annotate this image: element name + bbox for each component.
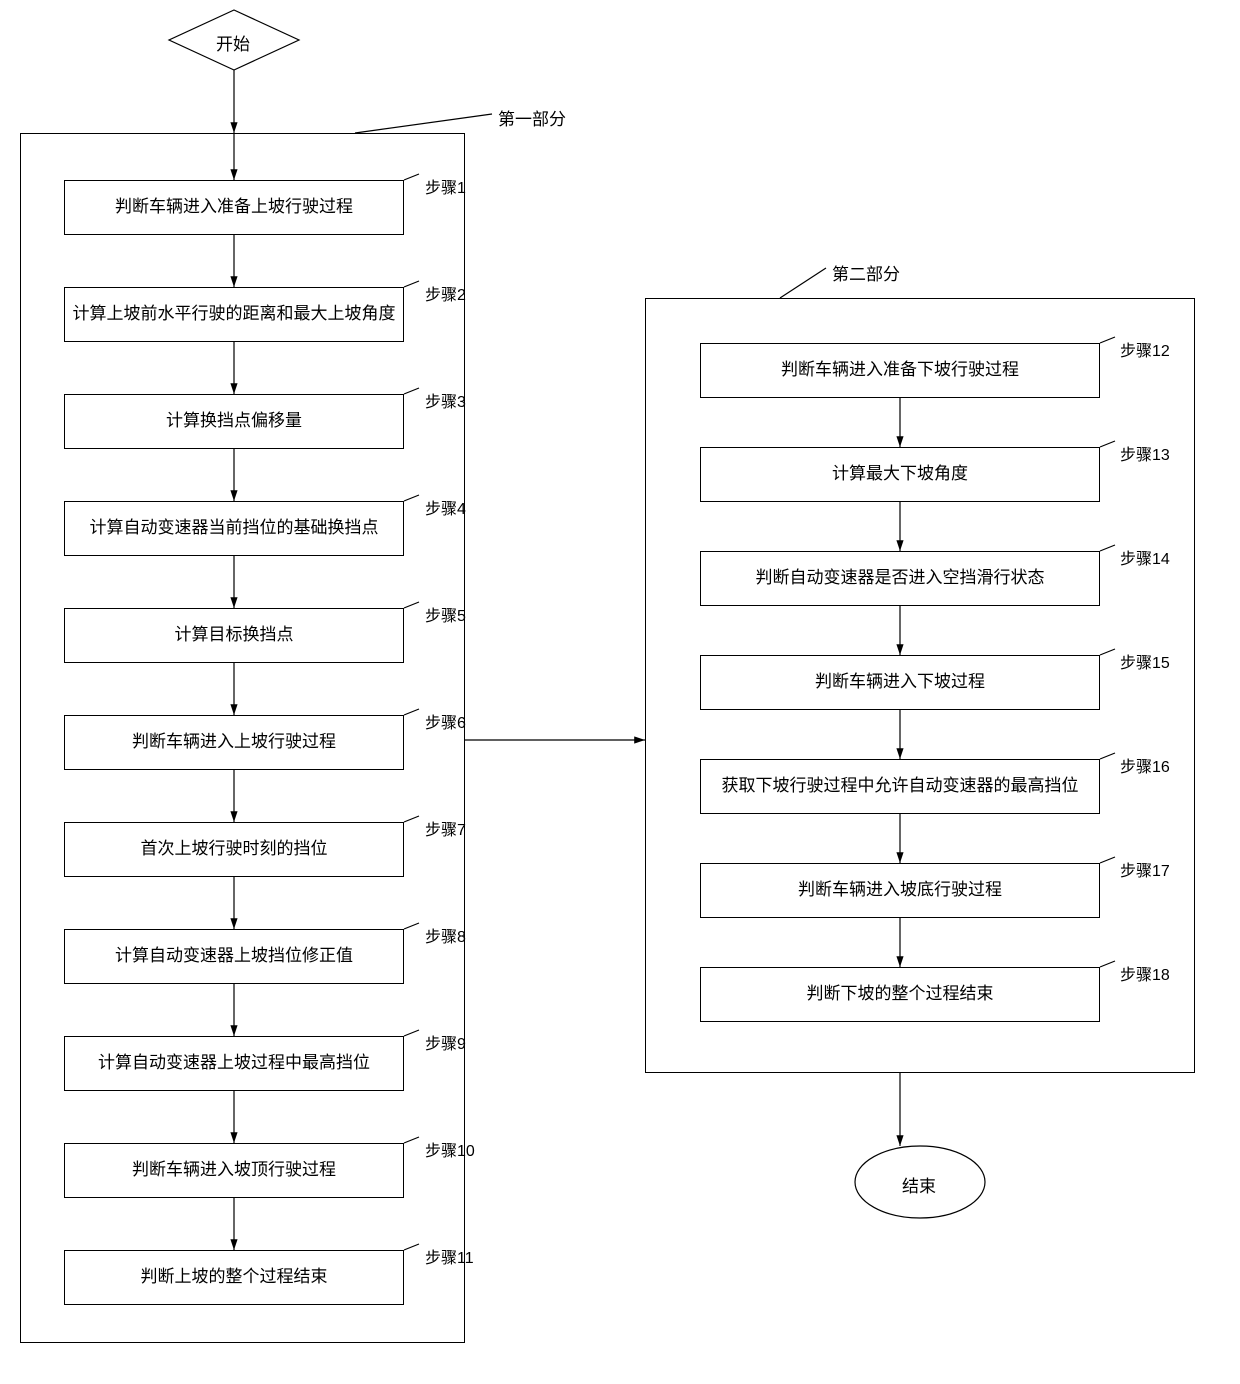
s2-step-label-18: 步骤18	[1120, 961, 1170, 985]
s2-step-label-13: 步骤13	[1120, 441, 1170, 465]
s2-step-13: 计算最大下坡角度	[700, 447, 1100, 502]
s2-step-12: 判断车辆进入准备下坡行驶过程	[700, 343, 1100, 398]
s1-step-label-2: 步骤2	[425, 281, 466, 305]
s1-step-10: 判断车辆进入坡顶行驶过程	[64, 1143, 404, 1198]
s1-step-label-3: 步骤3	[425, 388, 466, 412]
s1-step-9: 计算自动变速器上坡过程中最高挡位	[64, 1036, 404, 1091]
s1-step-4: 计算自动变速器当前挡位的基础换挡点	[64, 501, 404, 556]
end-node: 结束	[902, 1172, 936, 1197]
s1-step-label-10: 步骤10	[425, 1137, 475, 1161]
s2-step-17: 判断车辆进入坡底行驶过程	[700, 863, 1100, 918]
s2-step-label-17: 步骤17	[1120, 857, 1170, 881]
s1-step-2: 计算上坡前水平行驶的距离和最大上坡角度	[64, 287, 404, 342]
s2-step-label-12: 步骤12	[1120, 337, 1170, 361]
s1-step-5: 计算目标换挡点	[64, 608, 404, 663]
s1-step-label-5: 步骤5	[425, 602, 466, 626]
s2-step-16: 获取下坡行驶过程中允许自动变速器的最高挡位	[700, 759, 1100, 814]
s2-step-18: 判断下坡的整个过程结束	[700, 967, 1100, 1022]
s1-step-8: 计算自动变速器上坡挡位修正值	[64, 929, 404, 984]
s1-step-label-8: 步骤8	[425, 923, 466, 947]
s2-step-label-15: 步骤15	[1120, 649, 1170, 673]
s2-step-label-14: 步骤14	[1120, 545, 1170, 569]
s2-step-14: 判断自动变速器是否进入空挡滑行状态	[700, 551, 1100, 606]
s2-step-label-16: 步骤16	[1120, 753, 1170, 777]
s1-step-11: 判断上坡的整个过程结束	[64, 1250, 404, 1305]
s1-step-3: 计算换挡点偏移量	[64, 394, 404, 449]
s2-step-15: 判断车辆进入下坡过程	[700, 655, 1100, 710]
s1-step-1: 判断车辆进入准备上坡行驶过程	[64, 180, 404, 235]
s1-step-7: 首次上坡行驶时刻的挡位	[64, 822, 404, 877]
s1-step-label-9: 步骤9	[425, 1030, 466, 1054]
s1-step-label-6: 步骤6	[425, 709, 466, 733]
s1-step-label-7: 步骤7	[425, 816, 466, 840]
start-node: 开始	[216, 30, 250, 55]
section1-title: 第一部分	[498, 105, 566, 130]
s1-step-label-11: 步骤11	[425, 1244, 474, 1268]
s1-step-label-4: 步骤4	[425, 495, 466, 519]
section2-title: 第二部分	[832, 260, 900, 285]
s1-step-label-1: 步骤1	[425, 174, 466, 198]
s1-step-6: 判断车辆进入上坡行驶过程	[64, 715, 404, 770]
